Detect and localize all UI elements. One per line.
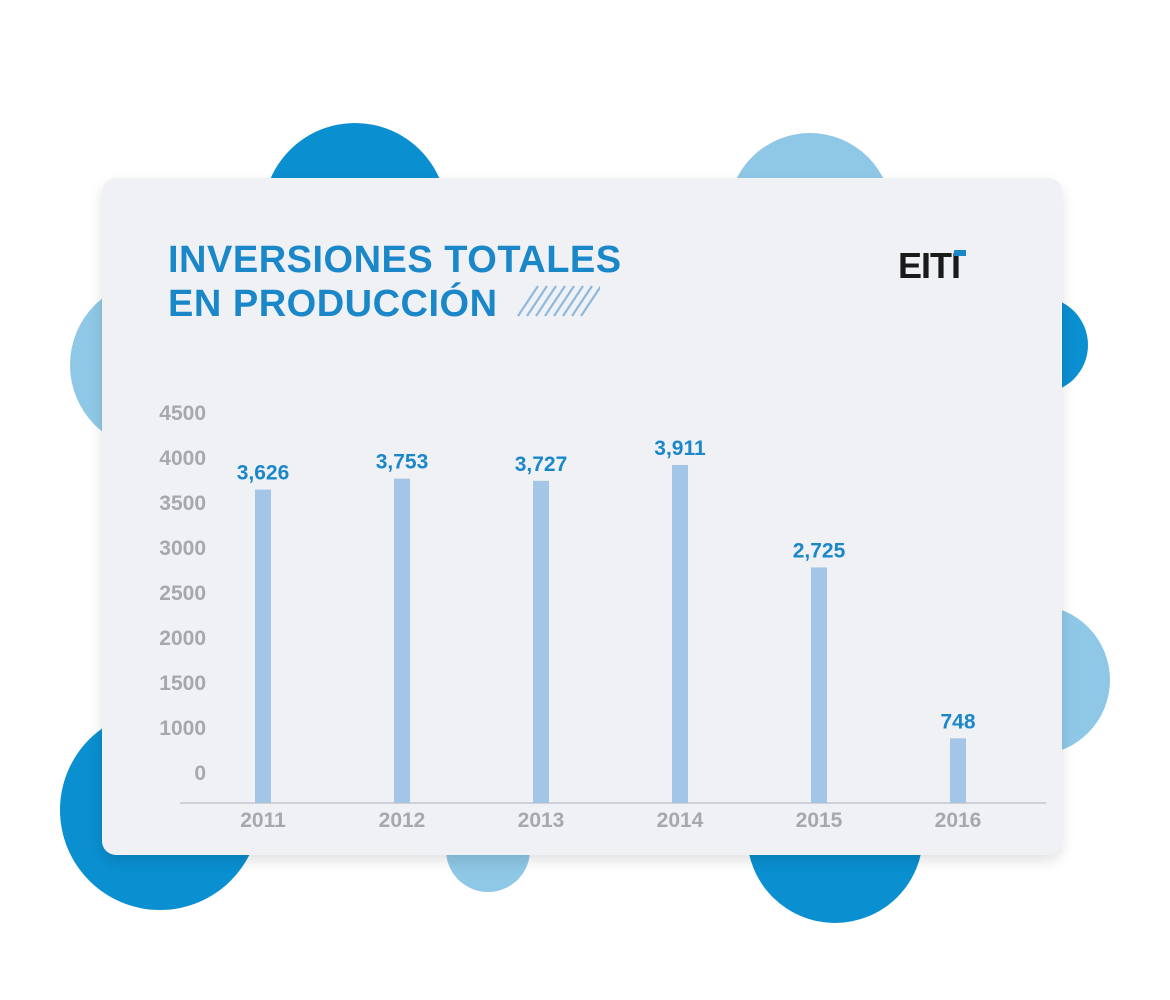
y-tick-label: 4500	[159, 402, 206, 425]
bars: 3,626 3,753 3,727 3,911 2,725 748	[237, 437, 976, 803]
data-label-2013: 3,727	[515, 453, 568, 476]
data-label-2015: 2,725	[793, 539, 846, 562]
x-tick-label-2011: 2011	[240, 809, 286, 832]
y-tick-label: 2500	[159, 582, 206, 605]
y-tick-label: 2000	[159, 627, 206, 650]
y-tick-label: 3000	[159, 537, 206, 560]
y-tick-label: 0	[194, 762, 206, 785]
data-label-2014: 3,911	[654, 437, 706, 460]
y-axis: 0 1000 1500 2000 2500 3000 3500 4000 4500	[159, 402, 206, 785]
data-label-2016: 748	[940, 710, 975, 733]
bar-2012	[394, 478, 410, 803]
data-label-2011: 3,626	[237, 462, 290, 485]
bar-2013	[533, 480, 549, 803]
chart-title: INVERSIONES TOTALES EN PRODUCCIÓN	[168, 238, 622, 326]
title-line-1: INVERSIONES TOTALES	[168, 239, 622, 281]
x-axis: 2011 2012 2013 2014 2015 2016	[240, 809, 981, 832]
chart-card: 0 1000 1500 2000 2500 3000 3500 4000 4500 3,626 3…	[102, 178, 1062, 855]
bar-2014	[672, 464, 688, 803]
x-tick-label-2015: 2015	[796, 809, 843, 832]
x-tick-label-2014: 2014	[657, 809, 704, 832]
x-tick-label-2012: 2012	[379, 809, 426, 832]
eiti-logo: EITI	[898, 248, 966, 282]
y-tick-label: 3500	[159, 492, 206, 515]
bar-2015	[811, 567, 827, 803]
y-tick-label: 4000	[159, 447, 206, 470]
svg-text:EITI: EITI	[898, 248, 960, 282]
y-tick-label: 1000	[159, 717, 206, 740]
x-tick-label-2016: 2016	[935, 809, 982, 832]
data-label-2012: 3,753	[376, 451, 429, 474]
bar-2016	[950, 738, 966, 803]
x-tick-label-2013: 2013	[518, 809, 565, 832]
decorative-stripes-icon	[517, 285, 600, 317]
title-line-2: EN PRODUCCIÓN	[168, 283, 498, 325]
bar-2011	[255, 489, 271, 803]
y-tick-label: 1500	[159, 672, 206, 695]
